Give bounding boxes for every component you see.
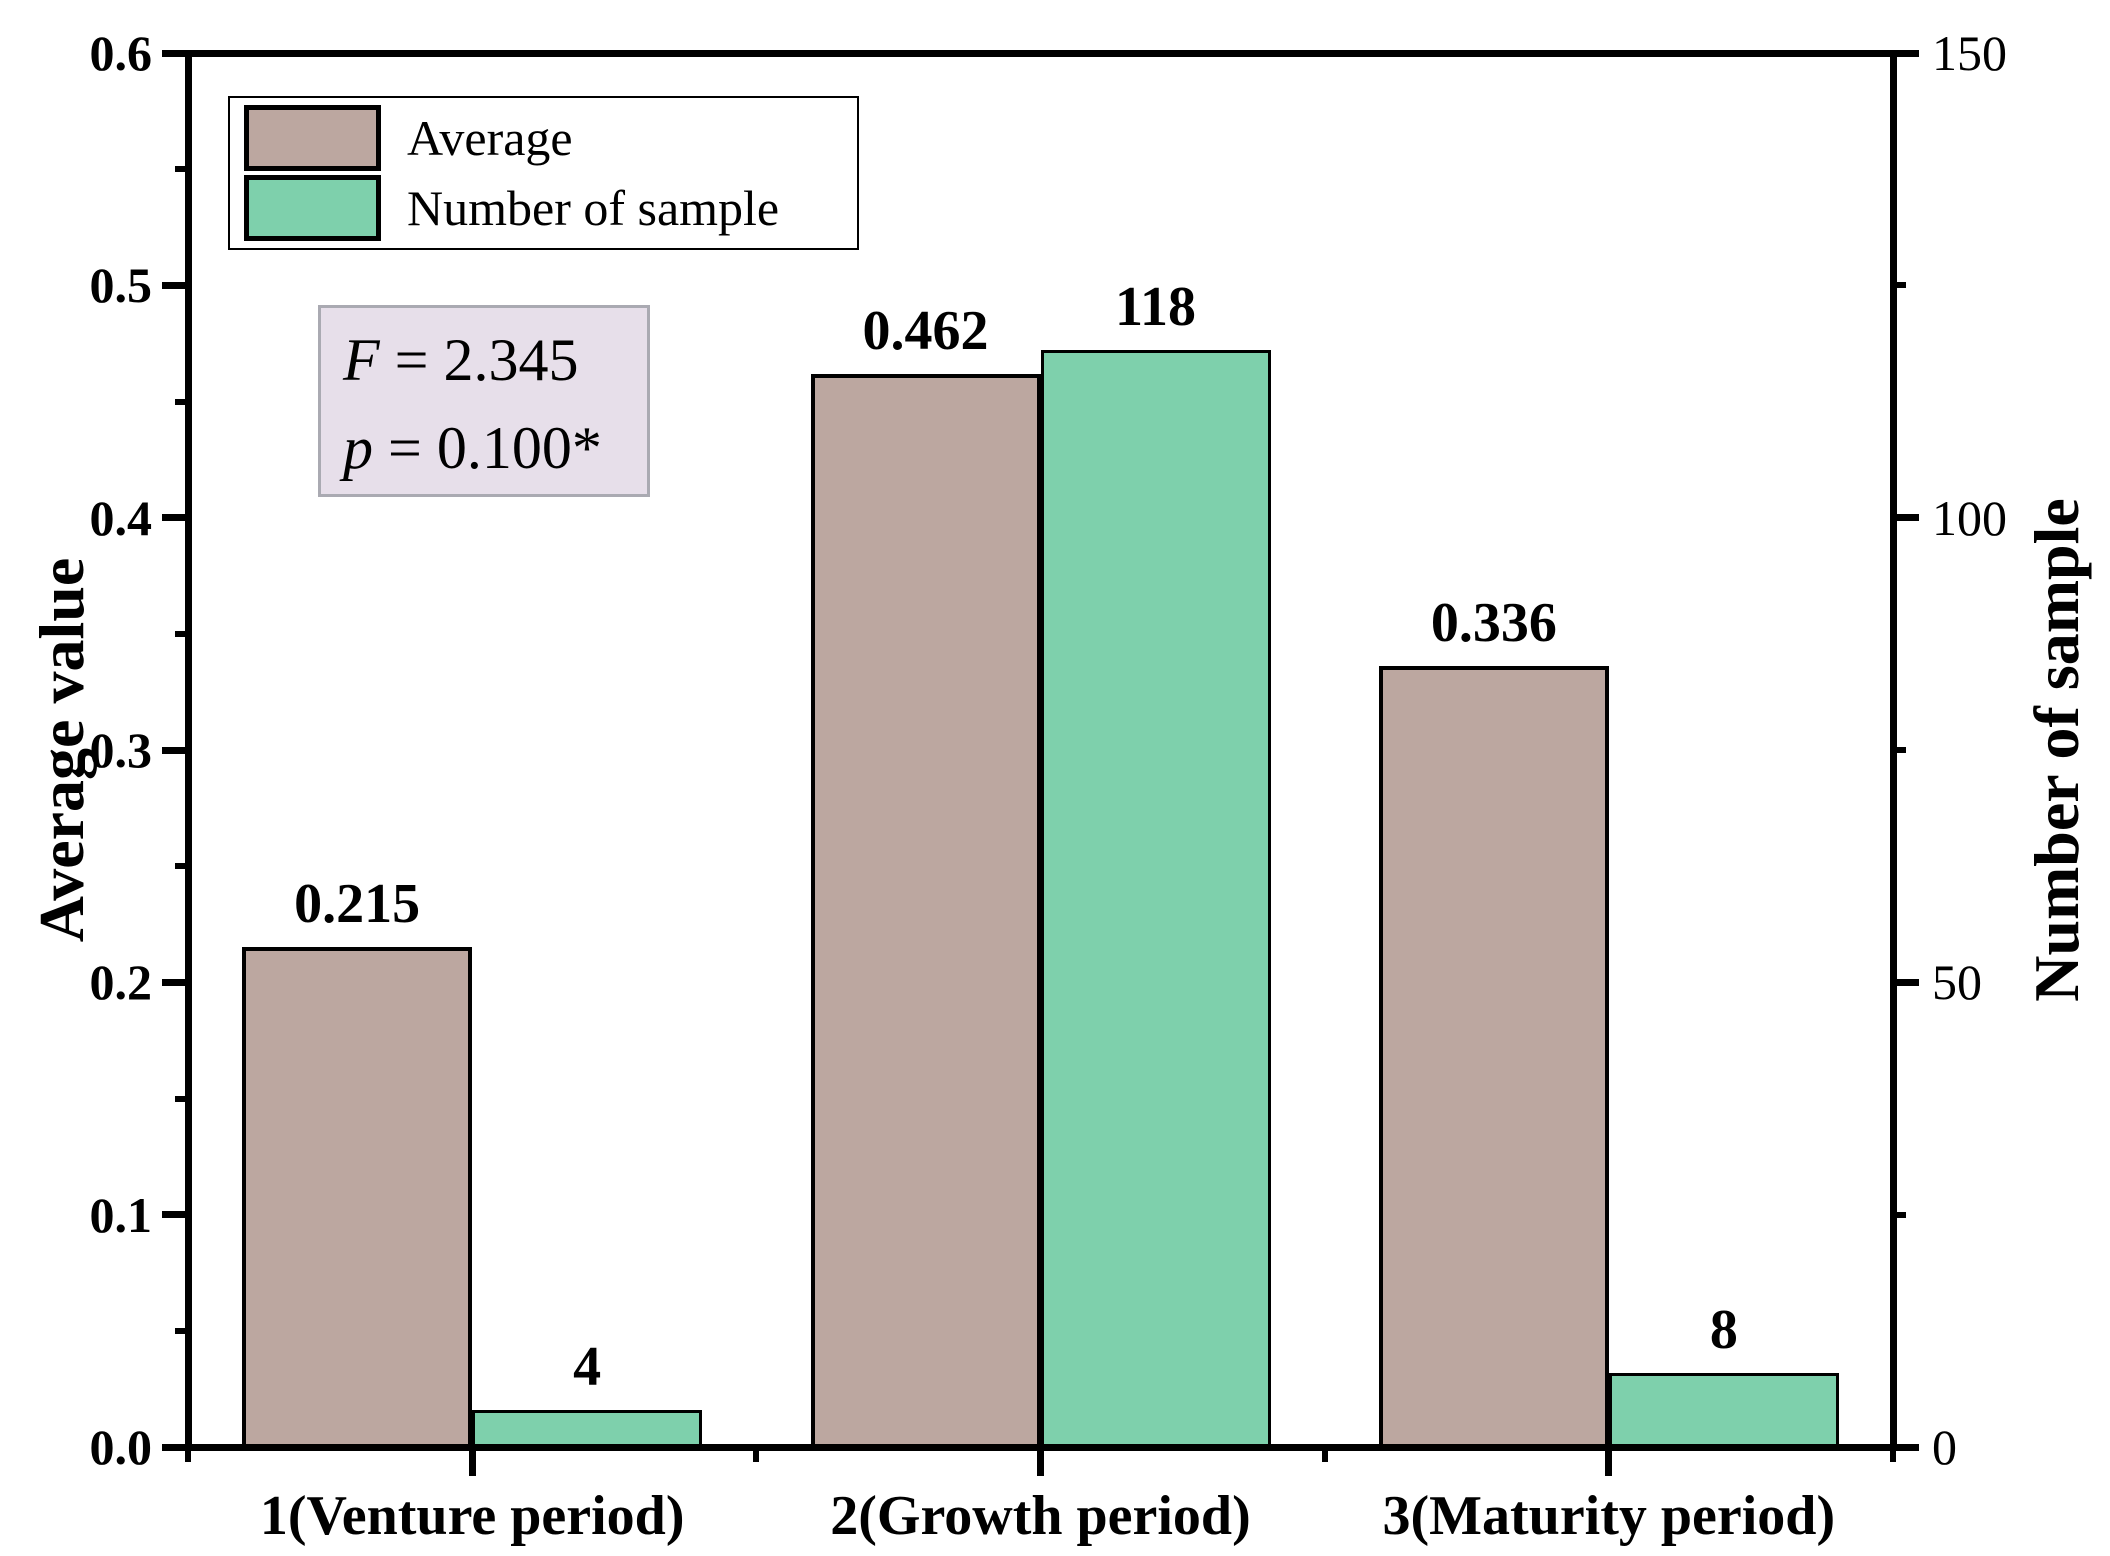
x-major-tick <box>1037 1447 1044 1476</box>
y-left-tick-label: 0.0 <box>89 1419 153 1475</box>
y-left-major-tick <box>162 746 188 754</box>
x-major-tick <box>1605 1447 1613 1476</box>
bar-value-label: 118 <box>1115 276 1196 339</box>
plot-area <box>184 49 1897 1451</box>
y-left-minor-tick <box>175 630 188 637</box>
stats-p-value: p = 0.100* <box>343 415 602 481</box>
y-right-tick-label: 150 <box>1932 25 2007 81</box>
y-left-major-tick <box>162 1211 188 1219</box>
y-right-major-tick <box>1893 514 1919 522</box>
y-right-tick-label: 50 <box>1932 954 1982 1011</box>
y-left-tick-label: 0.4 <box>89 489 153 546</box>
bar-value-label: 8 <box>1709 1298 1738 1361</box>
y-left-major-tick <box>162 49 188 57</box>
x-category-label: 2(Growth period) <box>830 1485 1251 1547</box>
y-left-tick-label: 0.6 <box>89 25 153 81</box>
y-left-major-tick <box>162 978 188 986</box>
x-minor-tick <box>1890 1447 1896 1462</box>
stats-f-value: F = 2.345 <box>343 327 579 393</box>
y-left-minor-tick <box>175 863 188 870</box>
x-minor-tick <box>185 1447 191 1462</box>
bar-samples-2 <box>1040 350 1271 1451</box>
y-left-tick-label: 0.3 <box>89 722 153 778</box>
y-left-tick-label: 0.2 <box>89 954 153 1011</box>
y-right-major-tick <box>1893 1443 1919 1451</box>
bar-samples-1 <box>472 1409 703 1451</box>
right-axis-title: Number of sample <box>2021 498 2092 1002</box>
legend-label-number-of-sample: Number of sample <box>407 180 780 236</box>
legend: Average Number of sample <box>228 96 859 250</box>
y-left-tick-label: 0.1 <box>89 1186 153 1243</box>
y-right-minor-tick <box>1893 747 1906 753</box>
y-left-major-tick <box>162 281 188 289</box>
x-major-tick <box>468 1447 476 1476</box>
y-right-minor-tick <box>1893 1211 1906 1218</box>
bar-value-label: 0.462 <box>862 299 989 362</box>
y-right-tick-label: 100 <box>1932 489 2007 546</box>
y-left-major-tick <box>162 1443 188 1451</box>
bar-value-label: 0.215 <box>294 873 421 936</box>
legend-swatch-average <box>244 105 381 171</box>
x-category-label: 1(Venture period) <box>259 1485 685 1547</box>
y-left-tick-label: 0.5 <box>89 257 153 314</box>
x-minor-tick <box>753 1447 760 1462</box>
bar-value-label: 0.336 <box>1430 592 1557 655</box>
left-axis-title: Average value <box>26 557 97 943</box>
y-left-minor-tick <box>175 1095 188 1102</box>
x-category-label: 3(Maturity period) <box>1382 1485 1836 1547</box>
legend-item-average: Average <box>244 105 843 171</box>
y-left-minor-tick <box>175 166 188 173</box>
x-minor-tick <box>1321 1447 1328 1462</box>
stats-annotation: F = 2.345 p = 0.100* <box>318 305 650 497</box>
legend-item-number-of-sample: Number of sample <box>244 175 843 241</box>
legend-swatch-number-of-sample <box>244 175 381 241</box>
bar-samples-3 <box>1608 1372 1839 1451</box>
bar-average-3 <box>1378 666 1609 1451</box>
legend-label-average: Average <box>407 110 573 166</box>
bar-value-label: 4 <box>573 1335 602 1398</box>
y-right-major-tick <box>1893 978 1919 986</box>
bar-average-2 <box>810 373 1041 1451</box>
y-left-major-tick <box>162 514 188 522</box>
y-right-tick-label: 0 <box>1932 1419 1957 1475</box>
y-left-minor-tick <box>175 398 188 405</box>
y-right-minor-tick <box>1893 282 1906 289</box>
y-left-minor-tick <box>175 1327 188 1334</box>
y-right-major-tick <box>1893 49 1919 57</box>
bar-average-1 <box>242 947 473 1451</box>
